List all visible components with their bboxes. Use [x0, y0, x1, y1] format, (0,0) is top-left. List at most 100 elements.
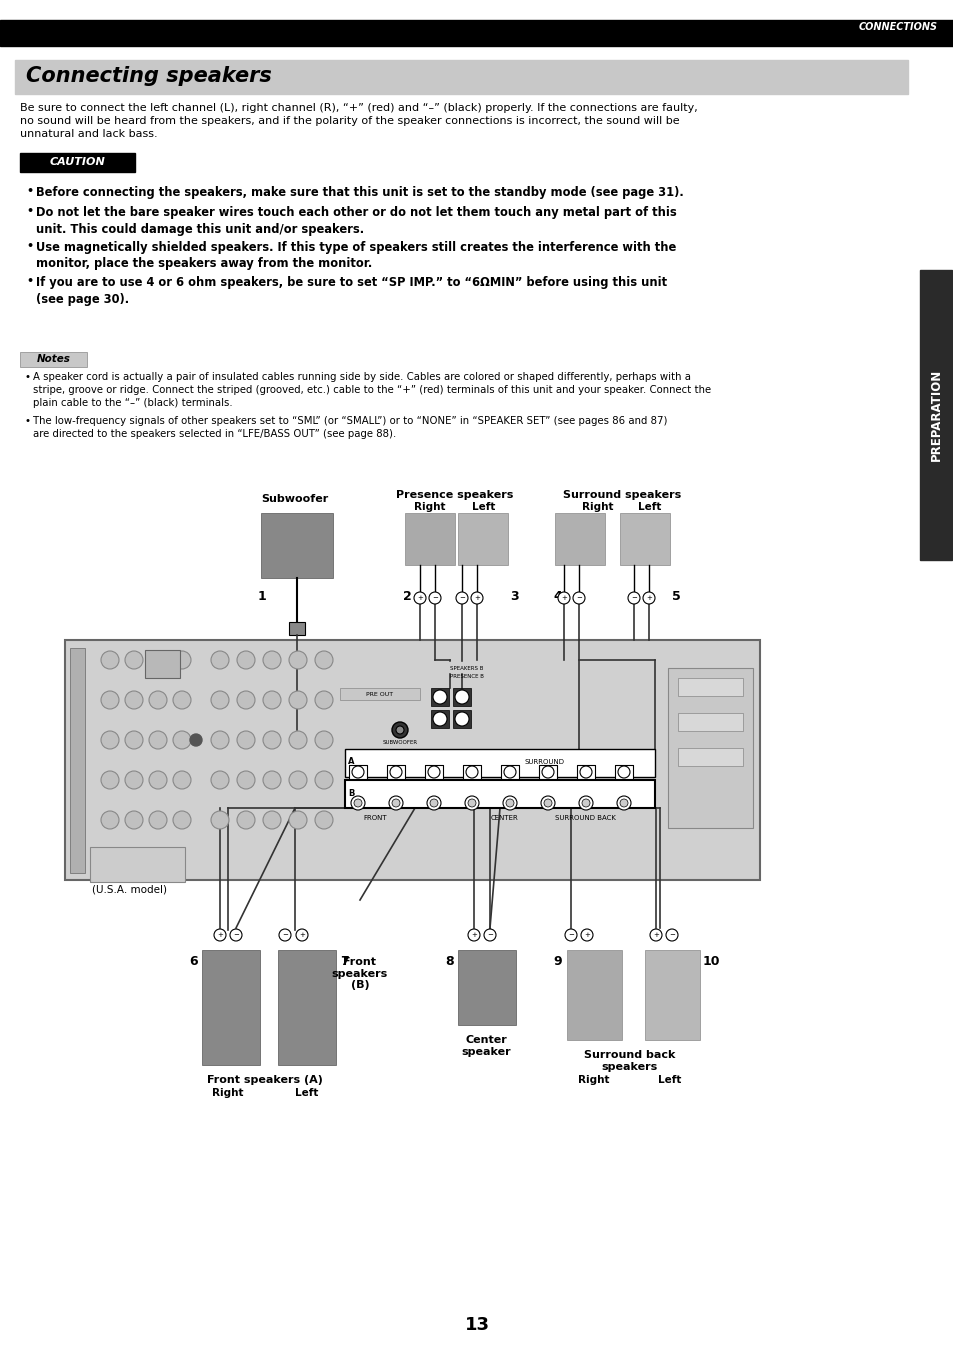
- Bar: [500, 766, 518, 779]
- Bar: [345, 749, 655, 776]
- Circle shape: [483, 929, 496, 941]
- Bar: [453, 687, 471, 706]
- Circle shape: [125, 692, 143, 709]
- Text: •: •: [26, 241, 33, 251]
- Text: Surround speakers: Surround speakers: [562, 491, 680, 500]
- Bar: [457, 514, 507, 565]
- Circle shape: [101, 692, 119, 709]
- Circle shape: [125, 771, 143, 789]
- Text: 8: 8: [445, 954, 454, 968]
- Circle shape: [263, 692, 281, 709]
- Text: +: +: [583, 931, 589, 938]
- Text: +: +: [645, 594, 651, 601]
- Text: +: +: [471, 931, 476, 938]
- Circle shape: [289, 731, 307, 749]
- Circle shape: [564, 929, 577, 941]
- Text: Presence speakers: Presence speakers: [395, 491, 513, 500]
- Circle shape: [314, 771, 333, 789]
- Circle shape: [125, 731, 143, 749]
- Text: −: −: [458, 594, 464, 601]
- Circle shape: [540, 797, 555, 810]
- Text: Right: Right: [212, 1088, 244, 1099]
- Text: A speaker cord is actually a pair of insulated cables running side by side. Cabl: A speaker cord is actually a pair of ins…: [33, 372, 710, 407]
- Text: FRONT: FRONT: [363, 816, 386, 821]
- Circle shape: [211, 811, 229, 829]
- Text: 13: 13: [464, 1316, 489, 1335]
- Bar: [678, 678, 742, 696]
- Circle shape: [289, 651, 307, 669]
- Circle shape: [580, 929, 593, 941]
- Circle shape: [101, 651, 119, 669]
- Circle shape: [502, 797, 517, 810]
- Circle shape: [455, 690, 469, 704]
- Circle shape: [263, 651, 281, 669]
- Circle shape: [172, 692, 191, 709]
- Circle shape: [289, 811, 307, 829]
- Circle shape: [619, 799, 627, 807]
- Text: PREPARATION: PREPARATION: [928, 369, 942, 461]
- Circle shape: [414, 592, 426, 604]
- Bar: [65, 640, 760, 880]
- Circle shape: [543, 799, 552, 807]
- Circle shape: [558, 592, 569, 604]
- Circle shape: [429, 592, 440, 604]
- Text: •: •: [26, 276, 33, 286]
- Text: Right: Right: [414, 501, 445, 512]
- Bar: [678, 713, 742, 731]
- Text: CENTER: CENTER: [491, 816, 518, 821]
- Circle shape: [468, 929, 479, 941]
- Text: +: +: [298, 931, 305, 938]
- Text: 9: 9: [553, 954, 561, 968]
- Bar: [619, 514, 669, 565]
- Text: •: •: [24, 372, 30, 381]
- Circle shape: [149, 811, 167, 829]
- Text: 10: 10: [702, 954, 720, 968]
- Text: Use magnetically shielded speakers. If this type of speakers still creates the i: Use magnetically shielded speakers. If t…: [36, 241, 676, 271]
- Circle shape: [101, 811, 119, 829]
- Bar: [430, 662, 510, 673]
- Text: −: −: [282, 931, 288, 938]
- Circle shape: [149, 771, 167, 789]
- Circle shape: [314, 811, 333, 829]
- Bar: [20, 352, 87, 367]
- Bar: [424, 766, 442, 779]
- Circle shape: [456, 592, 468, 604]
- Text: 6: 6: [190, 954, 198, 968]
- Circle shape: [541, 766, 554, 778]
- Text: Front
speakers
(B): Front speakers (B): [332, 957, 388, 991]
- Text: 2: 2: [402, 590, 412, 603]
- Circle shape: [503, 766, 516, 778]
- Circle shape: [211, 651, 229, 669]
- Circle shape: [236, 771, 254, 789]
- Text: −: −: [576, 594, 581, 601]
- Bar: [387, 766, 405, 779]
- Bar: [261, 514, 333, 578]
- Bar: [566, 950, 621, 1041]
- Circle shape: [172, 811, 191, 829]
- Text: SPEAKERS B: SPEAKERS B: [450, 666, 483, 670]
- Bar: [20, 154, 135, 173]
- Bar: [431, 687, 449, 706]
- Text: B: B: [348, 789, 354, 798]
- Circle shape: [573, 592, 584, 604]
- Circle shape: [428, 766, 439, 778]
- Bar: [289, 621, 305, 635]
- Text: Center
speaker: Center speaker: [460, 1035, 510, 1057]
- Text: Right: Right: [578, 1074, 609, 1085]
- Circle shape: [149, 692, 167, 709]
- Circle shape: [505, 799, 514, 807]
- Text: Front speakers (A): Front speakers (A): [207, 1074, 323, 1085]
- Bar: [678, 748, 742, 766]
- Text: (U.S.A. model): (U.S.A. model): [92, 884, 168, 894]
- Circle shape: [389, 797, 402, 810]
- Text: Notes: Notes: [37, 355, 71, 364]
- Text: •: •: [24, 417, 30, 426]
- Circle shape: [101, 731, 119, 749]
- Text: •: •: [26, 186, 33, 195]
- Text: 5: 5: [671, 590, 680, 603]
- Text: −: −: [233, 931, 238, 938]
- Circle shape: [390, 766, 401, 778]
- Circle shape: [464, 797, 478, 810]
- Circle shape: [236, 651, 254, 669]
- Bar: [615, 766, 633, 779]
